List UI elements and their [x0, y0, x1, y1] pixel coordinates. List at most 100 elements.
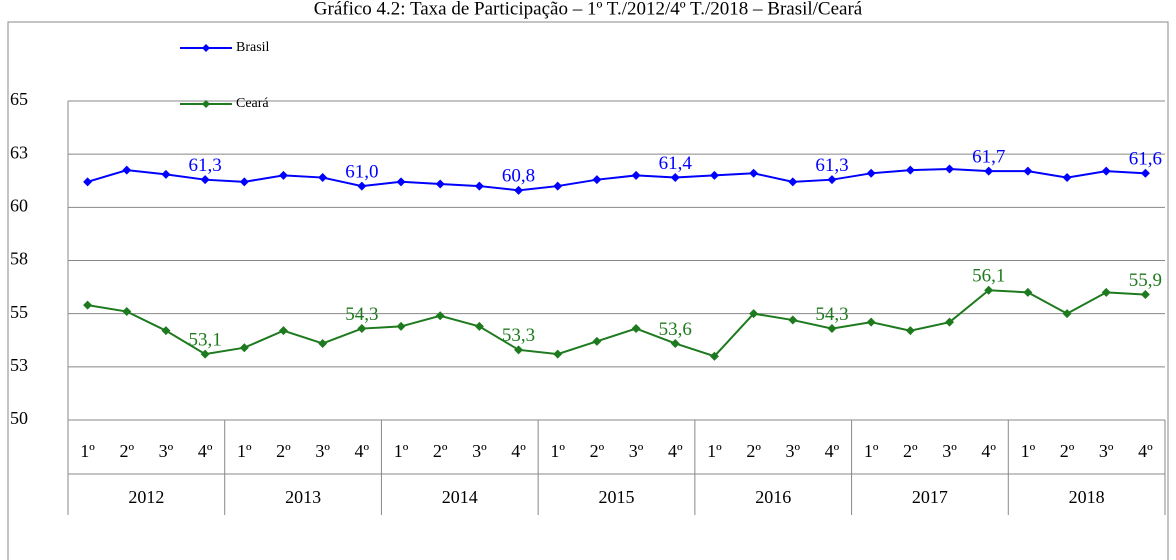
legend-label: Brasil	[236, 40, 270, 55]
x-tick-label: 3º	[315, 441, 330, 461]
data-label: 54,3	[345, 304, 378, 325]
x-tick-label: 4º	[198, 441, 213, 461]
point-marker	[122, 165, 132, 175]
point-marker	[631, 170, 641, 180]
point-marker	[631, 324, 641, 334]
data-label: 53,6	[659, 319, 692, 340]
x-group-label: 2017	[912, 487, 948, 507]
data-label: 53,1	[189, 329, 222, 350]
point-marker	[435, 179, 445, 189]
point-marker	[1023, 287, 1033, 297]
legend-marker	[202, 100, 210, 108]
point-marker	[357, 324, 367, 334]
y-tick-label: 65	[10, 89, 28, 109]
x-group-label: 2018	[1069, 487, 1105, 507]
point-marker	[709, 170, 719, 180]
point-marker	[318, 338, 328, 348]
y-tick-label: 60	[10, 195, 28, 215]
point-marker	[1023, 166, 1033, 176]
x-tick-label: 3º	[942, 441, 957, 461]
point-marker	[984, 166, 994, 176]
x-tick-label: 4º	[668, 441, 683, 461]
legend-marker	[202, 44, 210, 52]
x-tick-label: 2º	[1060, 441, 1075, 461]
data-label: 53,3	[502, 325, 535, 346]
data-label: 61,3	[189, 155, 222, 176]
point-marker	[1062, 173, 1072, 183]
x-tick-label: 4º	[355, 441, 370, 461]
point-marker	[83, 177, 93, 187]
x-tick-label: 1º	[237, 441, 252, 461]
data-label: 55,9	[1129, 270, 1162, 291]
x-tick-label: 1º	[550, 441, 565, 461]
x-tick-label: 1º	[707, 441, 722, 461]
x-tick-label: 2º	[903, 441, 918, 461]
x-tick-label: 3º	[786, 441, 801, 461]
x-group-label: 2016	[755, 487, 791, 507]
data-label: 61,7	[972, 147, 1005, 168]
x-tick-label: 2º	[746, 441, 761, 461]
chart-frame	[7, 21, 1169, 560]
point-marker	[749, 168, 759, 178]
point-marker	[514, 185, 524, 195]
y-tick-label: 53	[10, 355, 28, 375]
legend-label: Ceará	[236, 96, 269, 111]
point-marker	[827, 175, 837, 185]
point-marker	[239, 177, 249, 187]
point-marker	[670, 173, 680, 183]
data-label: 61,3	[815, 155, 848, 176]
point-marker	[866, 317, 876, 327]
point-marker	[866, 168, 876, 178]
point-marker	[474, 181, 484, 191]
point-marker	[592, 336, 602, 346]
x-tick-label: 3º	[629, 441, 644, 461]
x-group-label: 2014	[442, 487, 478, 507]
x-tick-label: 4º	[981, 441, 996, 461]
x-tick-label: 2º	[590, 441, 605, 461]
x-tick-label: 1º	[864, 441, 879, 461]
y-tick-label: 50	[10, 408, 28, 428]
point-marker	[1101, 166, 1111, 176]
series-line	[87, 168, 1146, 192]
point-marker	[905, 165, 915, 175]
point-marker	[514, 345, 524, 355]
point-marker	[788, 315, 798, 325]
x-group-label: 2013	[285, 487, 321, 507]
y-tick-label: 63	[10, 142, 28, 162]
data-label: 60,8	[502, 166, 535, 187]
x-group-label: 2012	[128, 487, 164, 507]
point-marker	[905, 326, 915, 336]
x-tick-label: 3º	[1099, 441, 1114, 461]
point-marker	[200, 349, 210, 359]
point-marker	[945, 317, 955, 327]
point-marker	[1140, 290, 1150, 300]
x-tick-label: 1º	[394, 441, 409, 461]
point-marker	[553, 349, 563, 359]
point-marker	[122, 307, 132, 317]
point-marker	[83, 300, 93, 310]
point-marker	[396, 321, 406, 331]
x-tick-label: 2º	[119, 441, 134, 461]
series-line	[87, 289, 1146, 358]
point-marker	[278, 170, 288, 180]
x-group-label: 2015	[599, 487, 635, 507]
point-marker	[318, 173, 328, 183]
x-tick-label: 4º	[511, 441, 526, 461]
y-tick-label: 58	[10, 249, 28, 269]
x-tick-label: 2º	[433, 441, 448, 461]
point-marker	[945, 164, 955, 174]
x-tick-label: 3º	[472, 441, 487, 461]
point-marker	[788, 177, 798, 187]
point-marker	[357, 181, 367, 191]
data-label: 61,4	[659, 153, 693, 174]
x-tick-label: 4º	[825, 441, 840, 461]
point-marker	[984, 285, 994, 295]
point-marker	[827, 324, 837, 334]
point-marker	[239, 343, 249, 353]
chart-title: Gráfico 4.2: Taxa de Participação – 1º T…	[314, 0, 863, 19]
point-marker	[709, 351, 719, 361]
x-tick-label: 2º	[276, 441, 291, 461]
x-tick-label: 3º	[159, 441, 174, 461]
